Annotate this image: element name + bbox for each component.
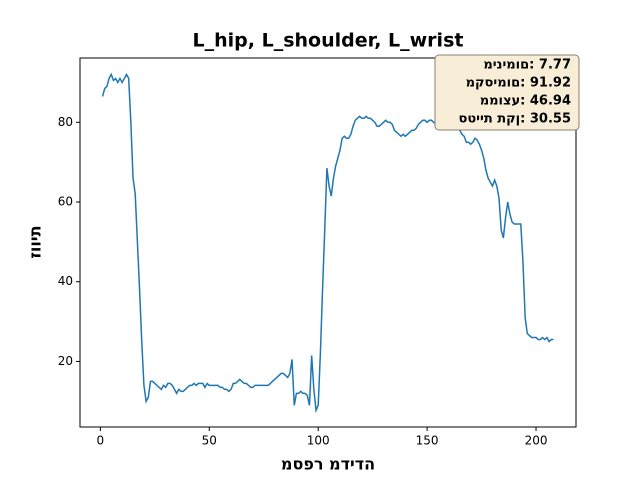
stats-line: סטיית תקן: 30.55: [459, 112, 572, 127]
x-axis-label: מספר מדידה: [281, 455, 375, 474]
stats-line: ממוצע: 46.94: [480, 94, 571, 109]
y-tick-label: 60: [58, 195, 73, 209]
x-tick-label: 50: [202, 434, 217, 448]
x-tick-label: 0: [97, 434, 105, 448]
y-tick-label: 40: [58, 274, 73, 288]
stats-box: מינימום: 7.77 מקסימום: 91.92 ממוצע: 46.94 ס…: [434, 54, 580, 131]
x-tick-label: 150: [416, 434, 439, 448]
stats-line: מקסימום: 91.92: [466, 76, 571, 91]
y-axis-label: זווית: [26, 225, 45, 258]
y-tick-label: 20: [58, 354, 73, 368]
plot-frame: [79, 57, 577, 428]
y-tick-label: 80: [58, 115, 73, 129]
stats-box-frame: [434, 54, 580, 131]
stats-line: מינימום: 7.77: [483, 58, 571, 73]
data-line: [101, 72, 554, 414]
chart-title: L_hip, L_shoulder, L_wrist: [193, 30, 464, 52]
x-tick-label: 200: [525, 434, 548, 448]
x-tick-label: 100: [307, 434, 330, 448]
